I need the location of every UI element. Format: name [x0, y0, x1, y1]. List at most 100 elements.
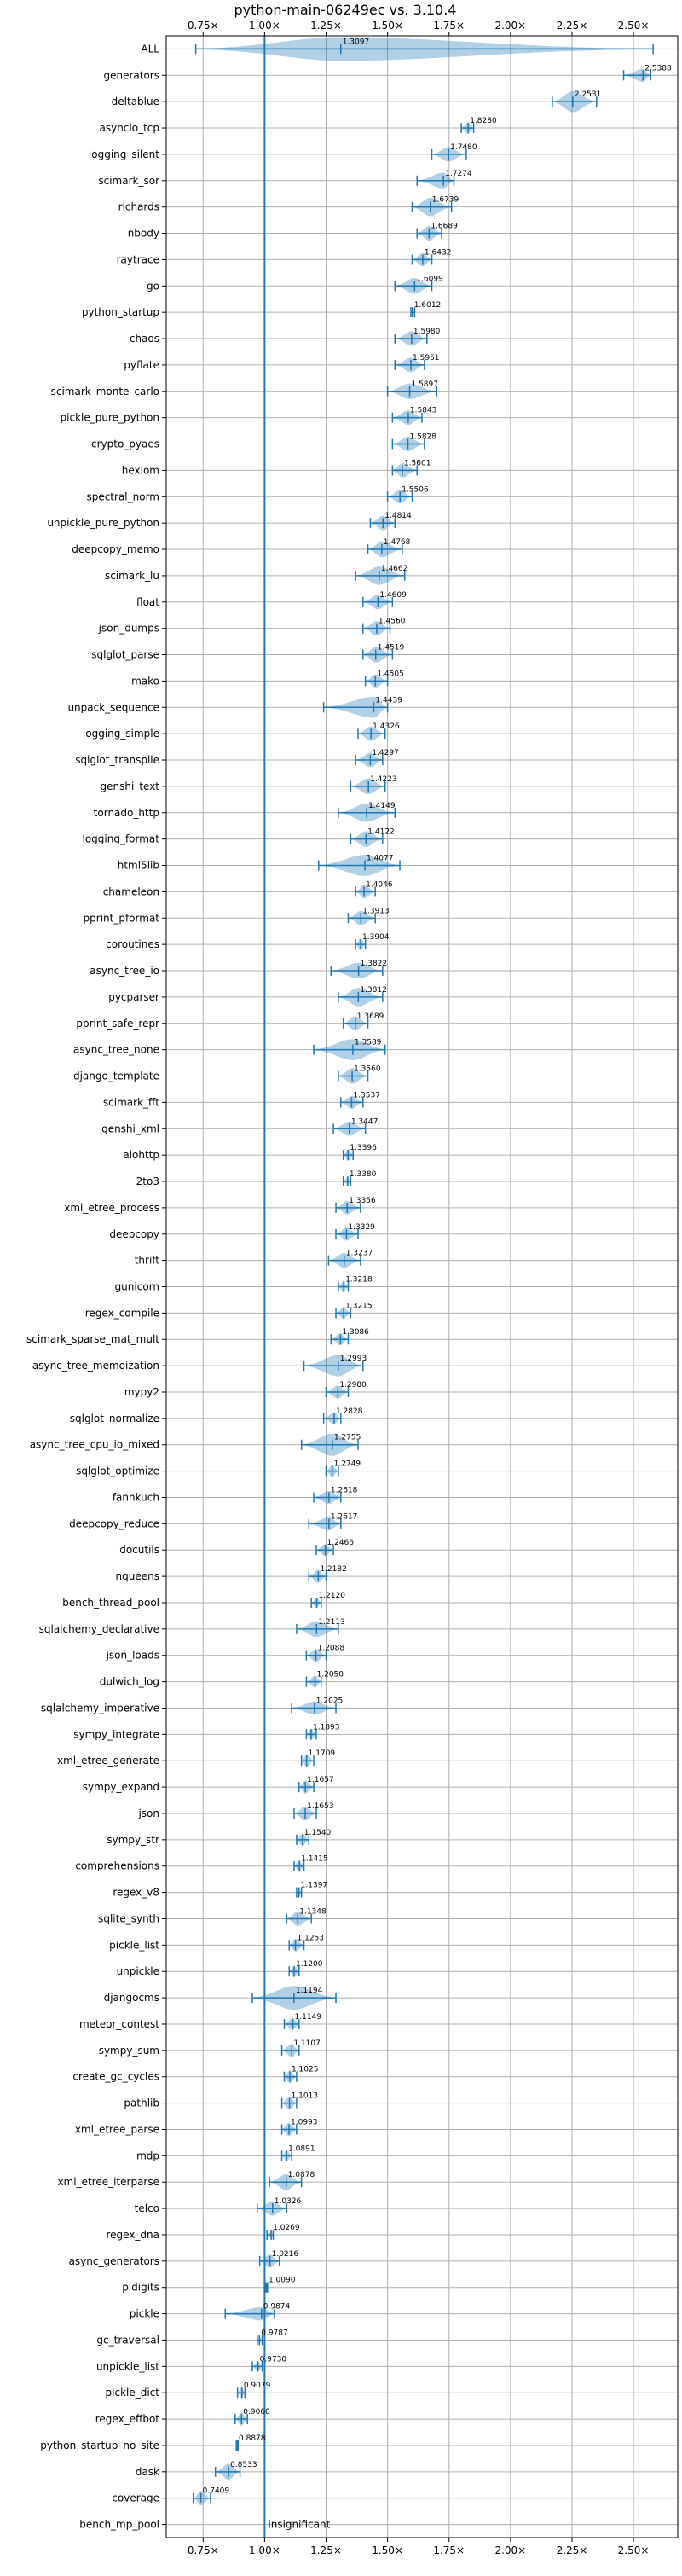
data-label: 1.3215 — [345, 1302, 373, 1310]
data-label: 1.1709 — [309, 1749, 336, 1758]
category-label: scimark_sparse_mat_mult — [26, 1333, 159, 1345]
category-label: sympy_str — [107, 1834, 159, 1846]
category-label: unpack_sequence — [67, 701, 159, 713]
data-label: 1.4519 — [378, 644, 405, 653]
data-label: 1.3904 — [362, 933, 390, 942]
data-label: 1.3329 — [348, 1223, 375, 1232]
category-label: async_tree_cpu_io_mixed — [30, 1439, 159, 1451]
data-label: 0.8533 — [230, 2461, 257, 2469]
category-label: tornado_http — [94, 807, 159, 819]
x-tick-label-top: 2.00× — [494, 20, 526, 32]
category-label: coverage — [112, 2492, 159, 2504]
data-label: 1.2088 — [318, 1645, 345, 1653]
x-tick-label-top: 0.75× — [188, 20, 219, 32]
category-label: 2to3 — [136, 1175, 159, 1187]
x-tick-label-top: 2.25× — [557, 20, 588, 32]
category-label: pickle — [130, 2308, 159, 2320]
data-label: 1.3396 — [350, 1144, 377, 1152]
data-label: 1.4122 — [367, 828, 395, 837]
category-label: pickle_pure_python — [61, 412, 159, 424]
category-label: spectral_norm — [86, 490, 159, 502]
data-label: 1.0993 — [291, 2118, 318, 2126]
data-label: 1.6432 — [425, 248, 452, 257]
data-label: 1.4505 — [377, 670, 404, 678]
category-label: nqueens — [116, 1570, 159, 1582]
data-label: 1.3380 — [350, 1170, 377, 1179]
data-label: 1.1415 — [301, 1855, 328, 1864]
category-label: sqlalchemy_declarative — [39, 1623, 159, 1635]
data-label: 1.5506 — [402, 485, 429, 494]
category-label: fannkuch — [113, 1491, 159, 1503]
x-tick-label-bottom: 1.50× — [372, 2544, 403, 2556]
category-label: nbody — [128, 228, 159, 240]
x-tick-label-bottom: 2.50× — [618, 2544, 650, 2556]
category-label: hexiom — [122, 464, 159, 476]
data-label: 1.2755 — [334, 1434, 361, 1442]
label-layer: 1.3097 ALL 2.5388 generators 2.2531 deltablue… — [26, 38, 672, 2530]
data-label: 1.0891 — [288, 2144, 315, 2153]
data-label: 1.3447 — [351, 1117, 379, 1126]
data-label: 1.3560 — [354, 1065, 381, 1074]
data-label: 0.9079 — [244, 2382, 271, 2390]
data-label: 1.3537 — [353, 1091, 380, 1099]
data-label: 1.0269 — [273, 2224, 300, 2232]
category-label: create_gc_cycles — [72, 2071, 159, 2083]
category-label: scimark_lu — [105, 570, 159, 582]
data-label: 1.2617 — [331, 1512, 358, 1521]
data-label: 1.2120 — [319, 1592, 346, 1600]
category-label: coroutines — [106, 938, 159, 950]
category-label: unpickle_list — [96, 2360, 159, 2372]
data-label: 1.1253 — [298, 1934, 325, 1942]
category-label: dask — [136, 2466, 159, 2478]
category-label: asyncio_tcp — [99, 122, 159, 134]
x-tick-label-top: 2.50× — [618, 20, 650, 32]
category-label: sympy_sum — [99, 2045, 159, 2057]
grid-lines — [166, 36, 678, 2538]
data-label: 2.5388 — [644, 64, 672, 73]
chart-title: python-main-06249ec vs. 3.10.4 — [234, 2, 457, 18]
data-label: 0.8878 — [239, 2434, 266, 2443]
category-label: pyflate — [124, 359, 159, 371]
data-label: 1.4662 — [381, 565, 408, 573]
category-label: logging_simple — [83, 728, 159, 740]
x-tick-label-top: 1.25× — [310, 20, 342, 32]
violin-layer — [192, 37, 654, 2506]
category-label: sqlglot_transpile — [75, 754, 159, 766]
x-tick-label-top: 1.00× — [249, 20, 280, 32]
data-label: 1.5601 — [404, 459, 431, 467]
category-label: sqlalchemy_imperative — [41, 1702, 159, 1714]
category-label: crypto_pyaes — [91, 438, 159, 450]
category-label: html5lib — [118, 860, 159, 872]
data-label: 1.3237 — [346, 1250, 373, 1258]
category-label: deepcopy_memo — [72, 543, 159, 555]
data-label: 1.4609 — [379, 591, 407, 600]
data-label: 0.9874 — [263, 2303, 291, 2312]
data-label: 1.1540 — [304, 1829, 332, 1837]
category-label: regex_v8 — [113, 1887, 159, 1899]
data-label: 1.4439 — [375, 696, 402, 705]
data-label: 1.2749 — [334, 1460, 361, 1469]
category-label: telco — [135, 2202, 159, 2214]
data-label: 1.4326 — [373, 722, 400, 731]
data-label: 1.5980 — [413, 328, 441, 336]
data-label: 1.2828 — [336, 1407, 363, 1416]
data-label: 1.1107 — [293, 2039, 321, 2048]
data-label: 1.8280 — [470, 117, 497, 125]
category-label: pidigits — [122, 2282, 159, 2294]
data-label: 1.1149 — [295, 2013, 322, 2022]
category-label: regex_dna — [106, 2229, 159, 2241]
category-label: sqlglot_optimize — [76, 1465, 159, 1477]
category-label: xml_etree_process — [64, 1202, 159, 1214]
category-label: go — [147, 280, 159, 292]
data-label: 1.4046 — [366, 880, 393, 889]
category-label: gc_traversal — [96, 2334, 159, 2346]
data-label: 1.2050 — [317, 1671, 344, 1680]
data-label: 1.3689 — [357, 1012, 384, 1021]
category-label: bench_mp_pool — [79, 2519, 159, 2531]
data-label: 1.7480 — [450, 143, 477, 152]
category-label: meteor_contest — [79, 2018, 159, 2030]
data-label: 1.0090 — [269, 2277, 296, 2285]
category-label: ALL — [141, 43, 159, 55]
